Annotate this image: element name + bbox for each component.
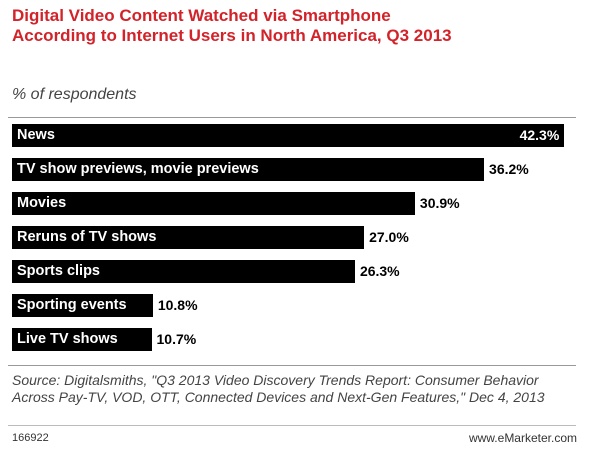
bar <box>12 260 355 283</box>
chart-title: Digital Video Content Watched via Smartp… <box>12 6 452 45</box>
category-label: Live TV shows <box>17 331 118 347</box>
bar <box>12 226 365 249</box>
divider <box>8 117 576 118</box>
bar <box>12 124 564 147</box>
bar <box>12 294 153 317</box>
divider <box>8 365 576 366</box>
category-label: News <box>17 127 55 143</box>
value-label: 10.7% <box>156 331 197 347</box>
bar <box>12 158 485 181</box>
value-label: 27.0% <box>369 229 409 245</box>
chart-subtitle: % of respondents <box>12 86 137 103</box>
value-label: 10.8% <box>157 297 198 313</box>
source-note: Source: Digitalsmiths, "Q3 2013 Video Di… <box>12 372 545 405</box>
value-label: 36.2% <box>489 161 529 177</box>
value-label: 42.3% <box>519 127 560 143</box>
category-label: Reruns of TV shows <box>17 229 157 245</box>
bar <box>12 328 152 351</box>
chart-id: 166922 <box>12 432 49 444</box>
divider <box>8 425 576 426</box>
category-label: Sports clips <box>17 263 100 279</box>
value-label: 26.3% <box>359 263 400 279</box>
category-label: Sporting events <box>17 297 127 313</box>
bar <box>12 192 415 215</box>
value-label: 30.9% <box>419 195 460 211</box>
category-label: Movies <box>17 195 67 211</box>
website: www.eMarketer.com <box>468 431 577 445</box>
category-label: TV show previews, movie previews <box>17 161 259 177</box>
